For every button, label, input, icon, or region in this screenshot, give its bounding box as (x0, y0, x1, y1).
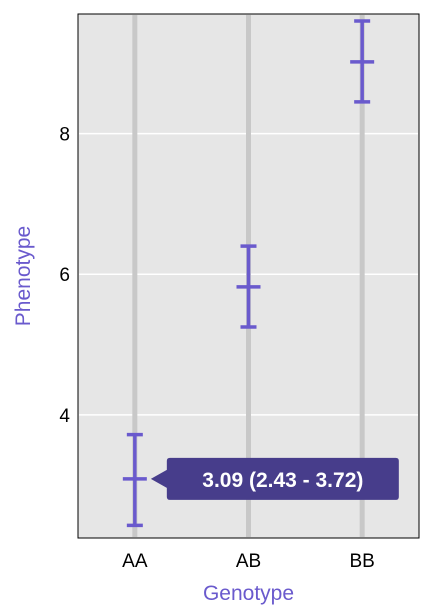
y-tick-label-6: 6 (59, 265, 70, 286)
x-axis-ticks: AA AB BB (122, 551, 375, 572)
tooltip: 3.09 (2.43 - 3.72) (151, 458, 399, 500)
y-tick-label-4: 4 (59, 406, 70, 427)
y-tick-label-8: 8 (59, 125, 70, 146)
y-axis-ticks: 4 6 8 (59, 125, 70, 427)
y-axis-title: Phenotype (12, 226, 35, 326)
x-axis-title: Genotype (203, 582, 294, 605)
x-tick-label-ab: AB (236, 551, 261, 572)
tooltip-text: 3.09 (2.43 - 3.72) (202, 469, 363, 492)
x-tick-label-bb: BB (349, 551, 374, 572)
x-tick-label-aa: AA (122, 551, 148, 572)
